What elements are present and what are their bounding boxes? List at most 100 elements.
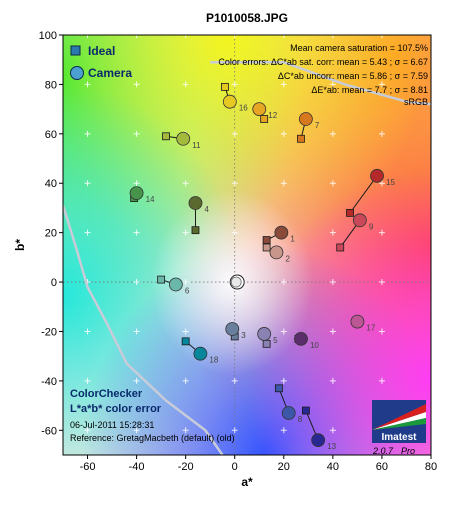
- logo-version: 2.0.7: [372, 446, 394, 456]
- grid-cross: [231, 180, 238, 187]
- point-label: 2: [285, 254, 290, 263]
- grid-cross: [378, 229, 385, 236]
- grid: [63, 35, 431, 455]
- grid-cross: [84, 229, 91, 236]
- logo-edition: Pro: [401, 446, 415, 456]
- ideal-marker: [157, 275, 166, 284]
- point-label: 3: [241, 331, 246, 340]
- grid-cross: [231, 130, 238, 137]
- point-label: 12: [268, 111, 277, 120]
- patch-7: 7: [297, 112, 320, 143]
- grid-cross: [84, 328, 91, 335]
- caption-block: ColorChecker L*a*b* color error 06-Jul-2…: [70, 388, 235, 443]
- gamut-boundary-lower: [63, 205, 224, 455]
- legend-camera-marker: [70, 66, 84, 80]
- neutral-marker-inner: [230, 276, 242, 288]
- grid-cross: [84, 130, 91, 137]
- grid-cross: [84, 180, 91, 187]
- patch-6: 6: [157, 275, 190, 296]
- camera-marker: [225, 322, 240, 336]
- camera-marker: [298, 112, 313, 126]
- y-axis-label: b*: [13, 239, 27, 251]
- camera-marker: [274, 225, 289, 240]
- stats-sat-corr: Color errors: ΔC*ab sat. corr: mean = 5.…: [218, 57, 428, 67]
- grid-cross: [133, 427, 140, 434]
- grid-cross: [329, 377, 336, 384]
- camera-marker: [370, 168, 384, 183]
- patch-1: 1: [262, 225, 295, 244]
- gamut-boundary-upper: [210, 60, 431, 106]
- point-label: 6: [185, 287, 190, 296]
- plot-frame: [62, 34, 432, 456]
- ideal-marker: [262, 243, 271, 252]
- grid-cross: [182, 427, 189, 434]
- point-label: 11: [192, 141, 201, 150]
- point-label: 15: [386, 178, 395, 187]
- patch-8: 8: [274, 384, 303, 424]
- grid-cross: [378, 279, 385, 286]
- grid-cross: [231, 81, 238, 88]
- grid-cross: [378, 35, 385, 38]
- point-label: 8: [298, 415, 303, 424]
- grid-cross: [133, 130, 140, 137]
- grid-cross: [329, 427, 336, 434]
- camera-marker: [193, 346, 208, 361]
- point-label: 10: [310, 341, 319, 350]
- caption-subtitle: L*a*b* color error: [70, 403, 162, 415]
- camera-marker: [352, 213, 367, 228]
- grid-cross: [133, 81, 140, 88]
- patch-11: 11: [162, 131, 201, 150]
- grid-cross: [133, 180, 140, 187]
- patch-17: 17: [350, 314, 376, 333]
- caption-date: 06-Jul-2011 15:28:31: [70, 420, 154, 430]
- grid-cross: [378, 328, 385, 335]
- patch-16: 16: [221, 82, 248, 113]
- ideal-marker: [346, 208, 354, 217]
- grid-cross: [378, 81, 385, 88]
- grid-cross: [280, 81, 287, 88]
- stats-block: Mean camera saturation = 107.5% Color er…: [218, 43, 428, 107]
- camera-marker: [269, 245, 284, 260]
- gamut-boundary: [63, 60, 431, 455]
- stats-saturation: Mean camera saturation = 107.5%: [290, 43, 428, 53]
- camera-marker: [176, 131, 191, 146]
- y-tick-label: 20: [45, 228, 57, 240]
- grid-cross: [280, 279, 287, 286]
- grid-cross: [280, 130, 287, 137]
- x-axis-label: a*: [241, 475, 253, 489]
- grid-cross: [329, 130, 336, 137]
- grid-cross: [182, 81, 189, 88]
- grid-cross: [280, 35, 287, 38]
- y-tick-label: -20: [41, 326, 57, 338]
- grid-cross: [182, 35, 189, 38]
- error-line: [349, 175, 378, 214]
- ideal-marker: [191, 226, 200, 235]
- camera-marker: [252, 102, 267, 117]
- grid-cross: [182, 377, 189, 384]
- x-tick-label: -60: [80, 461, 96, 473]
- grid-cross: [231, 35, 238, 38]
- point-label: 17: [366, 324, 375, 333]
- grid-cross: [133, 377, 140, 384]
- legend-camera-label: Camera: [88, 66, 132, 80]
- point-label: 13: [327, 442, 336, 451]
- grid-cross: [329, 229, 336, 236]
- grid-cross: [84, 427, 91, 434]
- x-tick-label: 0: [232, 461, 238, 473]
- ideal-marker: [162, 132, 170, 141]
- chart-title: P1010058.JPG: [206, 11, 288, 25]
- grid-cross: [329, 35, 336, 38]
- point-label: 14: [146, 195, 155, 204]
- ideal-marker: [297, 134, 305, 143]
- point-label: 1: [290, 235, 295, 244]
- ideal-marker: [301, 406, 310, 415]
- grid-cross: [329, 279, 336, 286]
- y-tick-label: -40: [41, 376, 57, 388]
- grid-cross: [280, 328, 287, 335]
- grid-cross: [231, 229, 238, 236]
- camera-marker: [129, 186, 144, 201]
- patch-18: 18: [181, 337, 219, 365]
- point-label: 7: [315, 121, 320, 130]
